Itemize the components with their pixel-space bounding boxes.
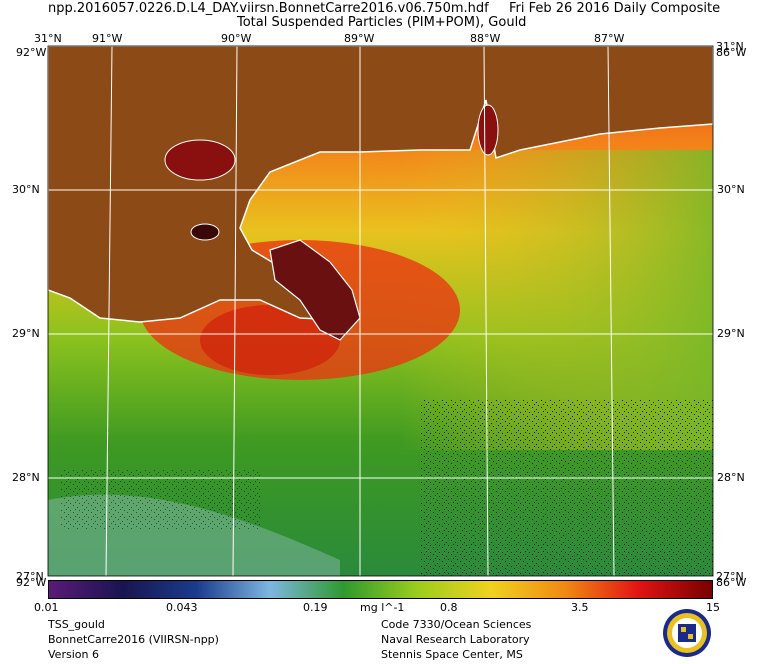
lat-label-28n-left: 28°N <box>12 471 40 484</box>
date-title: Fri Feb 26 2016 Daily Composite <box>509 1 721 16</box>
land-mass <box>48 46 713 323</box>
colorbar-tick-1: 0.043 <box>166 601 198 614</box>
corner-lat-label-tr: 31°N <box>716 40 744 53</box>
corner-lat-label-bl: 27°N <box>16 570 44 583</box>
footer-org-name: Naval Research Laboratory <box>381 633 530 646</box>
lake-pontchartrain <box>164 139 236 181</box>
product-title: Total Suspended Particles (PIM+POM), Gou… <box>237 15 527 30</box>
corner-lon-label-bl: 92°W <box>16 576 47 589</box>
colorbar-tick-3: 0.8 <box>440 601 458 614</box>
footer-org-location: Stennis Space Center, MS <box>381 648 523 661</box>
colorbar-tick-4: 3.5 <box>571 601 589 614</box>
lat-label-29n-right: 29°N <box>717 327 745 340</box>
footer-org-code: Code 7330/Ocean Sciences <box>381 618 532 631</box>
colorbar-tick-0: 0.01 <box>34 601 59 614</box>
lake-west <box>190 223 220 241</box>
nrl-seal-logo <box>663 609 711 657</box>
footer-product-name: TSS_gould <box>48 618 105 631</box>
footer-version: Version 6 <box>48 648 99 661</box>
colorbar <box>48 580 713 599</box>
lon-label-89w: 89°W <box>344 32 375 45</box>
lat-label-29n-left: 29°N <box>12 327 40 340</box>
corner-lon-label-br: 86°W <box>716 576 747 589</box>
lon-label-87w: 87°W <box>594 32 625 45</box>
filename-title: npp.2016057.0226.D.L4_DAY.viirsn.BonnetC… <box>48 1 489 16</box>
colorbar-tick-2: 0.19 <box>303 601 328 614</box>
graticule <box>48 46 713 576</box>
colorbar-units: mg l^-1 <box>360 601 405 614</box>
corner-lat-label-tl: 31°N <box>34 32 62 45</box>
lat-label-28n-right: 28°N <box>717 471 745 484</box>
footer-region: BonnetCarre2016 (VIIRSN-npp) <box>48 633 219 646</box>
lat-label-30n-right: 30°N <box>717 183 745 196</box>
mississippi-delta <box>269 239 361 341</box>
corner-lon-label-tr: 86°W <box>716 46 747 59</box>
lon-label-91w: 91°W <box>92 32 123 45</box>
corner-lat-label-br: 27°N <box>716 570 744 583</box>
colorbar-tick-5: 15 <box>706 601 720 614</box>
lon-label-88w: 88°W <box>470 32 501 45</box>
corner-lon-label-tl: 92°W <box>16 46 47 59</box>
lon-label-90w: 90°W <box>221 32 252 45</box>
lat-label-30n-left: 30°N <box>12 183 40 196</box>
cloud-speckles-south <box>420 400 713 576</box>
mobile-bay <box>477 104 499 156</box>
cloud-speckles-sw <box>60 470 260 530</box>
